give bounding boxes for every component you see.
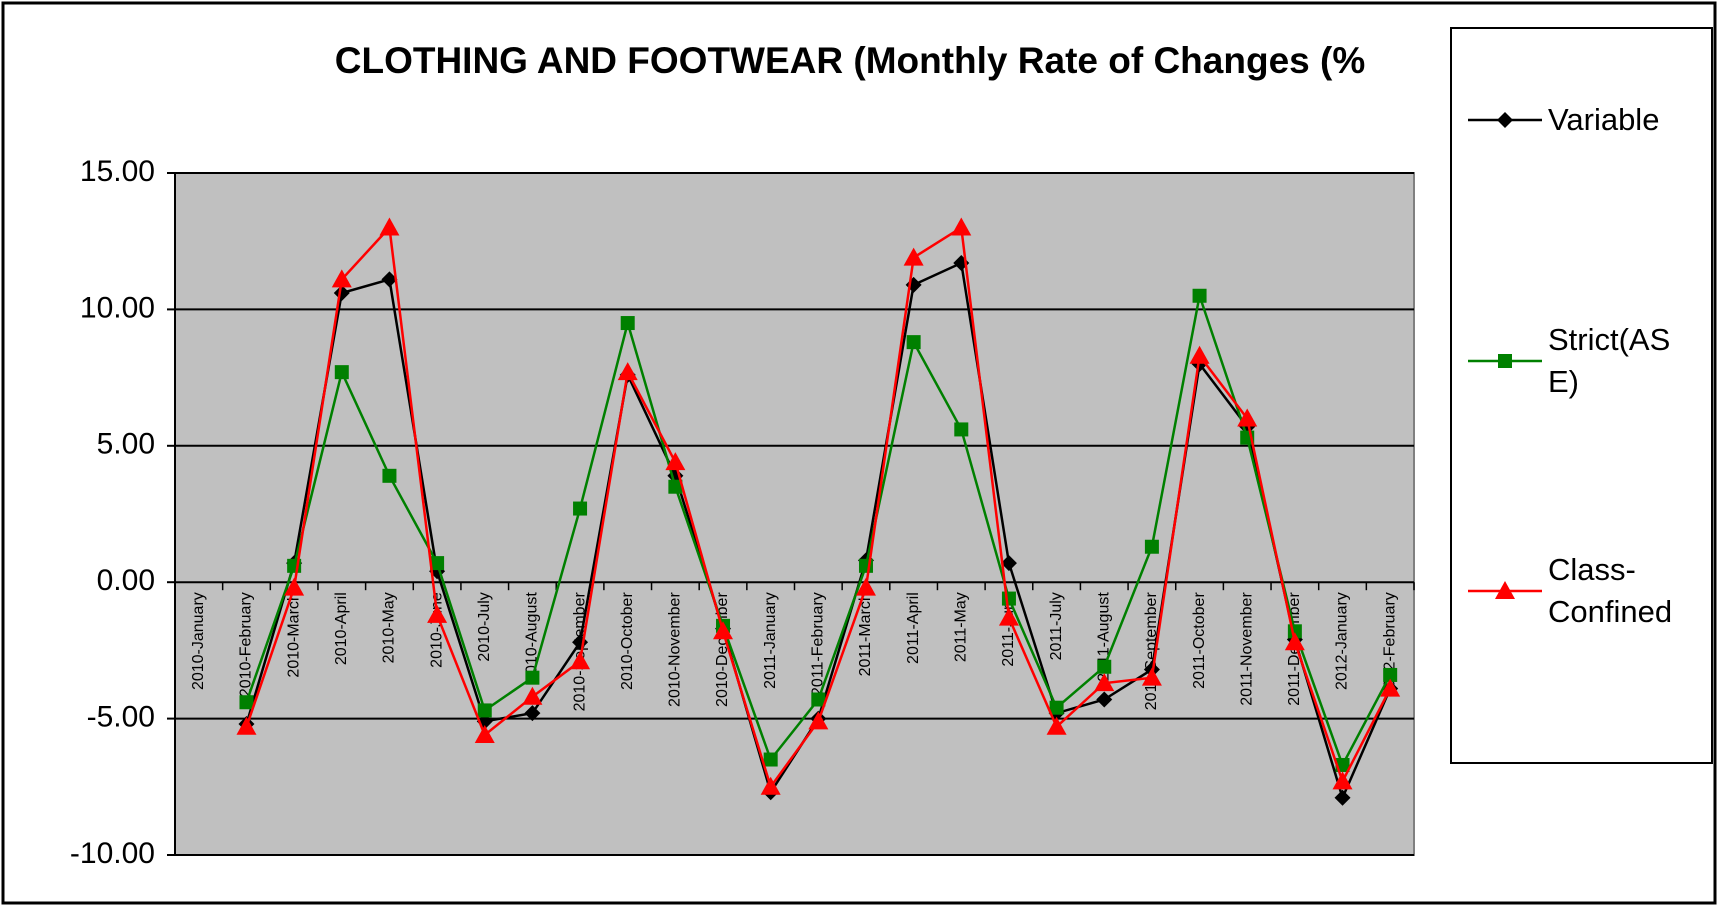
marker: [617, 362, 638, 381]
marker: [811, 692, 826, 707]
marker: [381, 271, 398, 288]
legend-swatch: [1468, 354, 1542, 368]
marker: [382, 468, 397, 483]
marker: [1334, 789, 1351, 806]
marker: [808, 711, 829, 730]
y-tick-label: 5.00: [97, 428, 155, 461]
marker: [1383, 667, 1398, 682]
marker: [333, 285, 350, 302]
marker: [1049, 700, 1064, 715]
y-tick-label: -5.00: [87, 701, 155, 734]
x-tick-label: 2011-January: [762, 592, 779, 689]
marker: [524, 705, 541, 722]
marker: [1001, 591, 1016, 606]
x-tick-label: 2010-June: [428, 592, 445, 668]
marker: [522, 686, 543, 705]
legend-swatch: [1468, 112, 1542, 128]
x-tick-label: 2011-March: [857, 592, 874, 676]
x-tick-label: 2010-March: [285, 592, 302, 677]
marker: [1094, 673, 1115, 692]
x-tick-label: 2010-May: [381, 592, 398, 663]
x-tick-label: 2010-April: [333, 592, 350, 665]
x-tick-label: 2010-February: [238, 592, 255, 697]
legend-label: Class-Confined: [1548, 552, 1673, 629]
x-tick-label: 2011-May: [953, 592, 970, 662]
marker: [570, 651, 591, 670]
marker: [573, 501, 588, 516]
marker: [763, 752, 778, 767]
marker: [760, 776, 781, 795]
x-tick-label: 2010-August: [524, 592, 541, 683]
marker: [1141, 667, 1162, 686]
marker: [620, 316, 635, 331]
marker: [477, 703, 492, 718]
marker: [1498, 354, 1512, 368]
x-tick-label: 2011-February: [810, 592, 827, 696]
marker: [1097, 659, 1112, 674]
legend-label: Variable: [1548, 102, 1660, 137]
marker: [430, 556, 445, 571]
marker: [855, 577, 876, 596]
legend-item: Strict(ASE): [1466, 319, 1688, 403]
marker: [906, 335, 921, 350]
marker: [1096, 691, 1113, 708]
marker: [1189, 345, 1210, 364]
x-tick-label: 2011-July: [1048, 592, 1065, 660]
marker: [331, 269, 352, 288]
y-tick-label: 10.00: [80, 291, 155, 324]
marker: [668, 479, 683, 494]
marker: [1380, 678, 1401, 697]
legend-item: Class-Confined: [1466, 549, 1718, 633]
marker: [1495, 581, 1515, 599]
x-tick-label: 2011-September: [1143, 592, 1160, 711]
marker: [665, 452, 686, 471]
x-tick-label: 2011-April: [905, 592, 922, 664]
x-tick-label: 2012-January: [1334, 592, 1351, 690]
x-tick-label: 2011-November: [1238, 592, 1255, 706]
marker: [1332, 771, 1353, 790]
marker: [1192, 288, 1207, 303]
marker: [713, 621, 734, 640]
x-tick-label: 2010-January: [190, 592, 207, 690]
marker: [903, 247, 924, 266]
legend-label: Strict(ASE): [1548, 322, 1671, 399]
marker: [236, 716, 257, 735]
y-tick-label: -10.00: [70, 837, 155, 870]
marker: [379, 217, 400, 236]
marker: [954, 422, 969, 437]
marker: [1284, 632, 1305, 651]
marker: [334, 365, 349, 380]
marker: [427, 604, 448, 623]
x-tick-label: 2011-October: [1191, 592, 1208, 689]
marker: [525, 670, 540, 685]
marker: [1000, 555, 1017, 572]
legend-swatch: [1468, 581, 1542, 599]
x-tick-label: 2010-July: [476, 592, 493, 661]
marker: [1497, 112, 1513, 128]
marker: [474, 724, 495, 743]
x-tick-label: 2010-November: [667, 592, 684, 707]
y-tick-label: 0.00: [97, 564, 155, 597]
marker: [239, 695, 254, 710]
marker: [998, 607, 1019, 626]
marker: [1046, 716, 1067, 735]
marker: [284, 577, 305, 596]
marker: [1237, 408, 1258, 427]
legend-item: Variable: [1466, 99, 1718, 141]
marker: [951, 217, 972, 236]
legend: Variable Strict(ASE) Class-Confined: [1450, 27, 1713, 764]
marker: [1144, 539, 1159, 554]
x-tick-label: 2010-October: [619, 592, 636, 691]
y-tick-label: 15.00: [80, 155, 155, 188]
chart-title: CLOTHING AND FOOTWEAR (Monthly Rate of C…: [335, 40, 1365, 81]
